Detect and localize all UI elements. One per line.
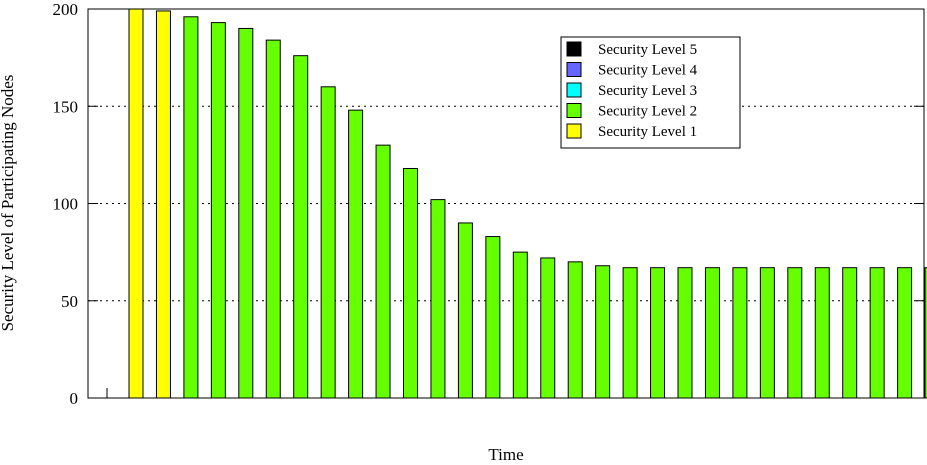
bar xyxy=(814,267,830,399)
bar xyxy=(128,8,144,399)
legend-swatch xyxy=(566,123,582,139)
y-tick-label: 0 xyxy=(70,389,79,408)
legend-swatch xyxy=(566,62,582,77)
bar xyxy=(430,199,446,399)
bar xyxy=(512,251,528,399)
legend-swatch xyxy=(566,82,582,98)
bar xyxy=(485,236,501,399)
bar xyxy=(897,267,913,399)
bar xyxy=(650,267,666,399)
bar xyxy=(924,267,927,399)
legend: Security Level 5 Security Level 4 Security… xyxy=(560,36,741,149)
bar xyxy=(540,257,556,399)
legend-label: Security Level 4 xyxy=(598,63,698,79)
y-tick-label: 150 xyxy=(53,97,79,116)
legend-box xyxy=(560,36,741,149)
bar xyxy=(622,267,638,399)
y-tick-label: 50 xyxy=(61,292,78,311)
bar xyxy=(759,267,775,399)
bar xyxy=(457,222,473,399)
legend-swatch xyxy=(566,41,582,57)
bar xyxy=(210,22,226,399)
y-axis-ticks: 0 50 100 150 200 xyxy=(53,0,924,408)
bar xyxy=(704,267,720,399)
grid-lines xyxy=(88,105,924,302)
bar xyxy=(320,86,336,399)
y-tick-label: 200 xyxy=(53,0,79,19)
y-tick-label: 100 xyxy=(53,195,79,214)
legend-label: Security Level 1 xyxy=(598,124,697,140)
bar xyxy=(293,55,309,399)
y-axis-label: Security Level of Participating Nodes xyxy=(0,75,17,332)
bar xyxy=(155,10,171,399)
bar xyxy=(403,167,418,399)
legend-label: Security Level 2 xyxy=(598,104,697,120)
x-axis-label: Time xyxy=(488,445,523,464)
legend-label: Security Level 3 xyxy=(598,83,697,99)
bar xyxy=(595,265,611,399)
bar xyxy=(677,267,693,399)
bar xyxy=(265,39,281,399)
bar xyxy=(869,267,885,399)
legend-swatch xyxy=(566,103,582,118)
bar xyxy=(348,109,364,399)
bar xyxy=(238,27,254,399)
bar xyxy=(183,16,199,399)
bar xyxy=(732,267,748,399)
bar xyxy=(567,261,583,399)
bar xyxy=(375,144,391,399)
bar xyxy=(842,267,858,399)
bar xyxy=(787,267,803,399)
legend-label: Security Level 5 xyxy=(598,42,697,58)
